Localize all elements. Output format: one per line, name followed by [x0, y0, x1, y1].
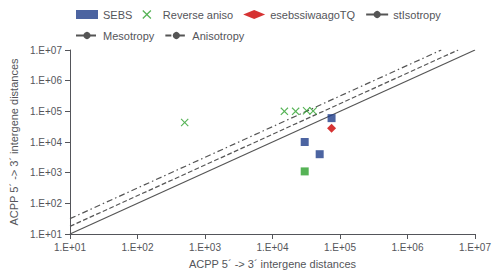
svg-text:1.E+05: 1.E+05 — [30, 106, 62, 117]
svg-text:ACPP 5´ -> 3´ intergene distan: ACPP 5´ -> 3´ intergene distances — [189, 258, 357, 270]
svg-text:Reverse aniso: Reverse aniso — [163, 9, 233, 21]
svg-text:1.E+07: 1.E+07 — [30, 45, 62, 56]
svg-text:1.E+03: 1.E+03 — [189, 242, 221, 253]
svg-text:1.E+05: 1.E+05 — [324, 242, 356, 253]
svg-text:SEBS: SEBS — [103, 9, 132, 21]
svg-text:ACPP 5´ -> 3´ intergene distan: ACPP 5´ -> 3´ intergene distances — [8, 58, 20, 226]
svg-text:1.E+02: 1.E+02 — [122, 242, 154, 253]
svg-text:1.E+04: 1.E+04 — [257, 242, 289, 253]
svg-text:1.E+07: 1.E+07 — [459, 242, 491, 253]
svg-text:1.E+02: 1.E+02 — [30, 198, 62, 209]
svg-text:esebssiwaagoTQ: esebssiwaagoTQ — [270, 9, 355, 21]
svg-text:1.E+06: 1.E+06 — [30, 75, 62, 86]
svg-text:1.E+04: 1.E+04 — [30, 137, 62, 148]
svg-text:1.E+01: 1.E+01 — [30, 229, 62, 240]
svg-text:Anisotropy: Anisotropy — [192, 30, 244, 42]
svg-text:1.E+03: 1.E+03 — [30, 167, 62, 178]
svg-text:stIsotropy: stIsotropy — [393, 9, 441, 21]
svg-text:1.E+01: 1.E+01 — [54, 242, 86, 253]
svg-text:Mesotropy: Mesotropy — [103, 30, 155, 42]
svg-text:1.E+06: 1.E+06 — [392, 242, 424, 253]
